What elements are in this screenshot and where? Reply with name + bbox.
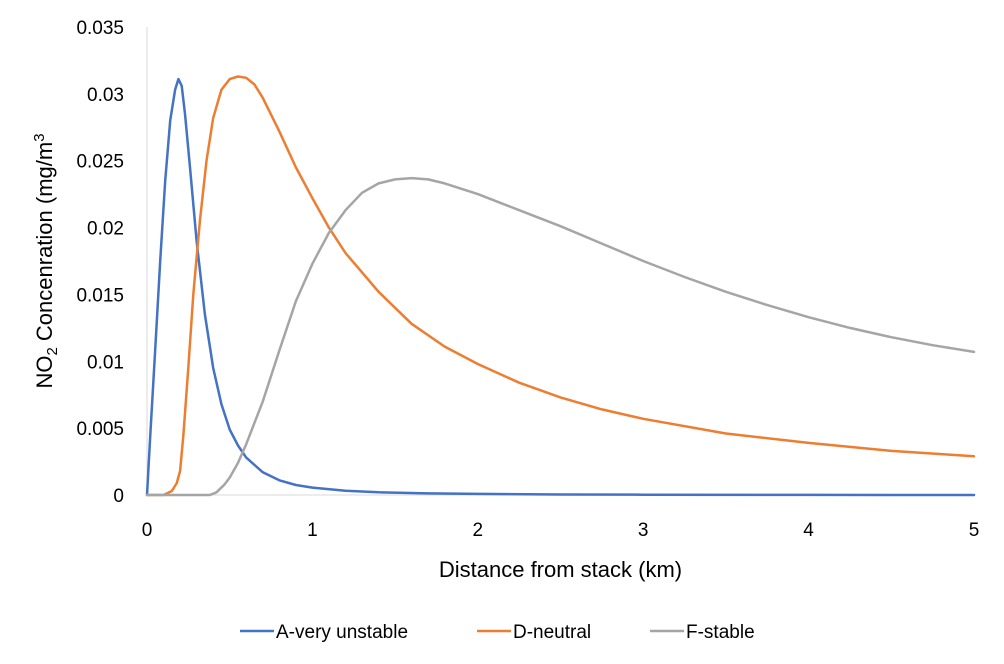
x-tick-label: 2: [473, 520, 484, 541]
y-axis-title-superscript: 3: [31, 133, 48, 141]
y-axis-title-subscript: 2: [44, 347, 61, 355]
y-tick-label: 0: [113, 486, 124, 507]
legend-label-1: A-very unstable: [276, 622, 408, 643]
y-axis-title-prefix: NO: [32, 356, 57, 389]
y-tick-label: 0.035: [76, 18, 124, 39]
x-tick-label: 4: [803, 520, 814, 541]
x-tick-labels: 0 1 2 3 4 5: [142, 520, 980, 541]
series-line-3: [145, 176, 976, 497]
legend-label-3: F-stable: [686, 622, 755, 643]
series-lines: [145, 75, 976, 497]
y-tick-label: 0.005: [76, 419, 124, 440]
y-tick-labels: 0 0.005 0.01 0.015 0.02 0.025 0.03 0.035: [76, 18, 124, 507]
y-tick-label: 0.01: [87, 352, 124, 373]
series-line-2: [145, 75, 976, 497]
x-tick-label: 5: [969, 520, 980, 541]
legend: A-very unstable D-neutral F-stable: [240, 622, 755, 643]
legend-label-2: D-neutral: [513, 622, 591, 643]
y-axis-title: NO2 Concenration (mg/m3: [31, 133, 61, 388]
x-tick-label: 0: [142, 520, 153, 541]
y-tick-label: 0.015: [76, 285, 124, 306]
y-axis-title-middle: Concenration (mg/m: [32, 142, 57, 347]
x-tick-label: 3: [638, 520, 649, 541]
y-tick-label: 0.03: [87, 85, 124, 106]
y-tick-label: 0.025: [76, 152, 124, 173]
y-tick-label: 0.02: [87, 219, 124, 240]
x-tick-label: 1: [307, 520, 318, 541]
x-axis-title: Distance from stack (km): [439, 557, 682, 582]
series-line-1: [145, 77, 976, 497]
